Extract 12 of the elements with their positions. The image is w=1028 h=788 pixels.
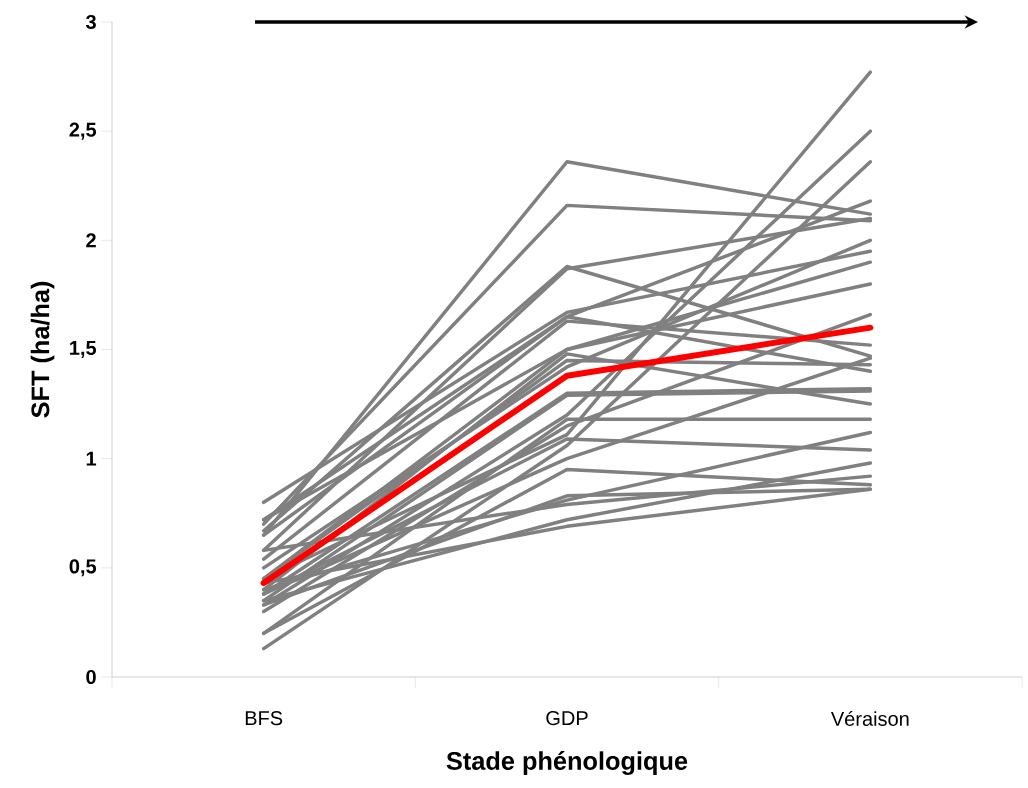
y-tick-label: 3	[85, 14, 96, 30]
x-tick-label: BFS	[245, 711, 283, 726]
y-tick-label: 1	[86, 451, 97, 466]
y-tick-label: 2,5	[69, 122, 97, 140]
y-tick-label: 0,5	[69, 559, 97, 577]
y-tick-label: 0	[86, 669, 96, 685]
y-axis-title: SFT (ha/ha)	[30, 281, 55, 418]
y-tick-label: 2	[86, 233, 96, 248]
x-axis-title: Stade phénologique	[446, 751, 688, 776]
x-tick-label: GDP	[546, 711, 588, 726]
y-tick-label: 1,5	[70, 341, 97, 358]
x-tick-label: Véraison	[830, 711, 909, 726]
